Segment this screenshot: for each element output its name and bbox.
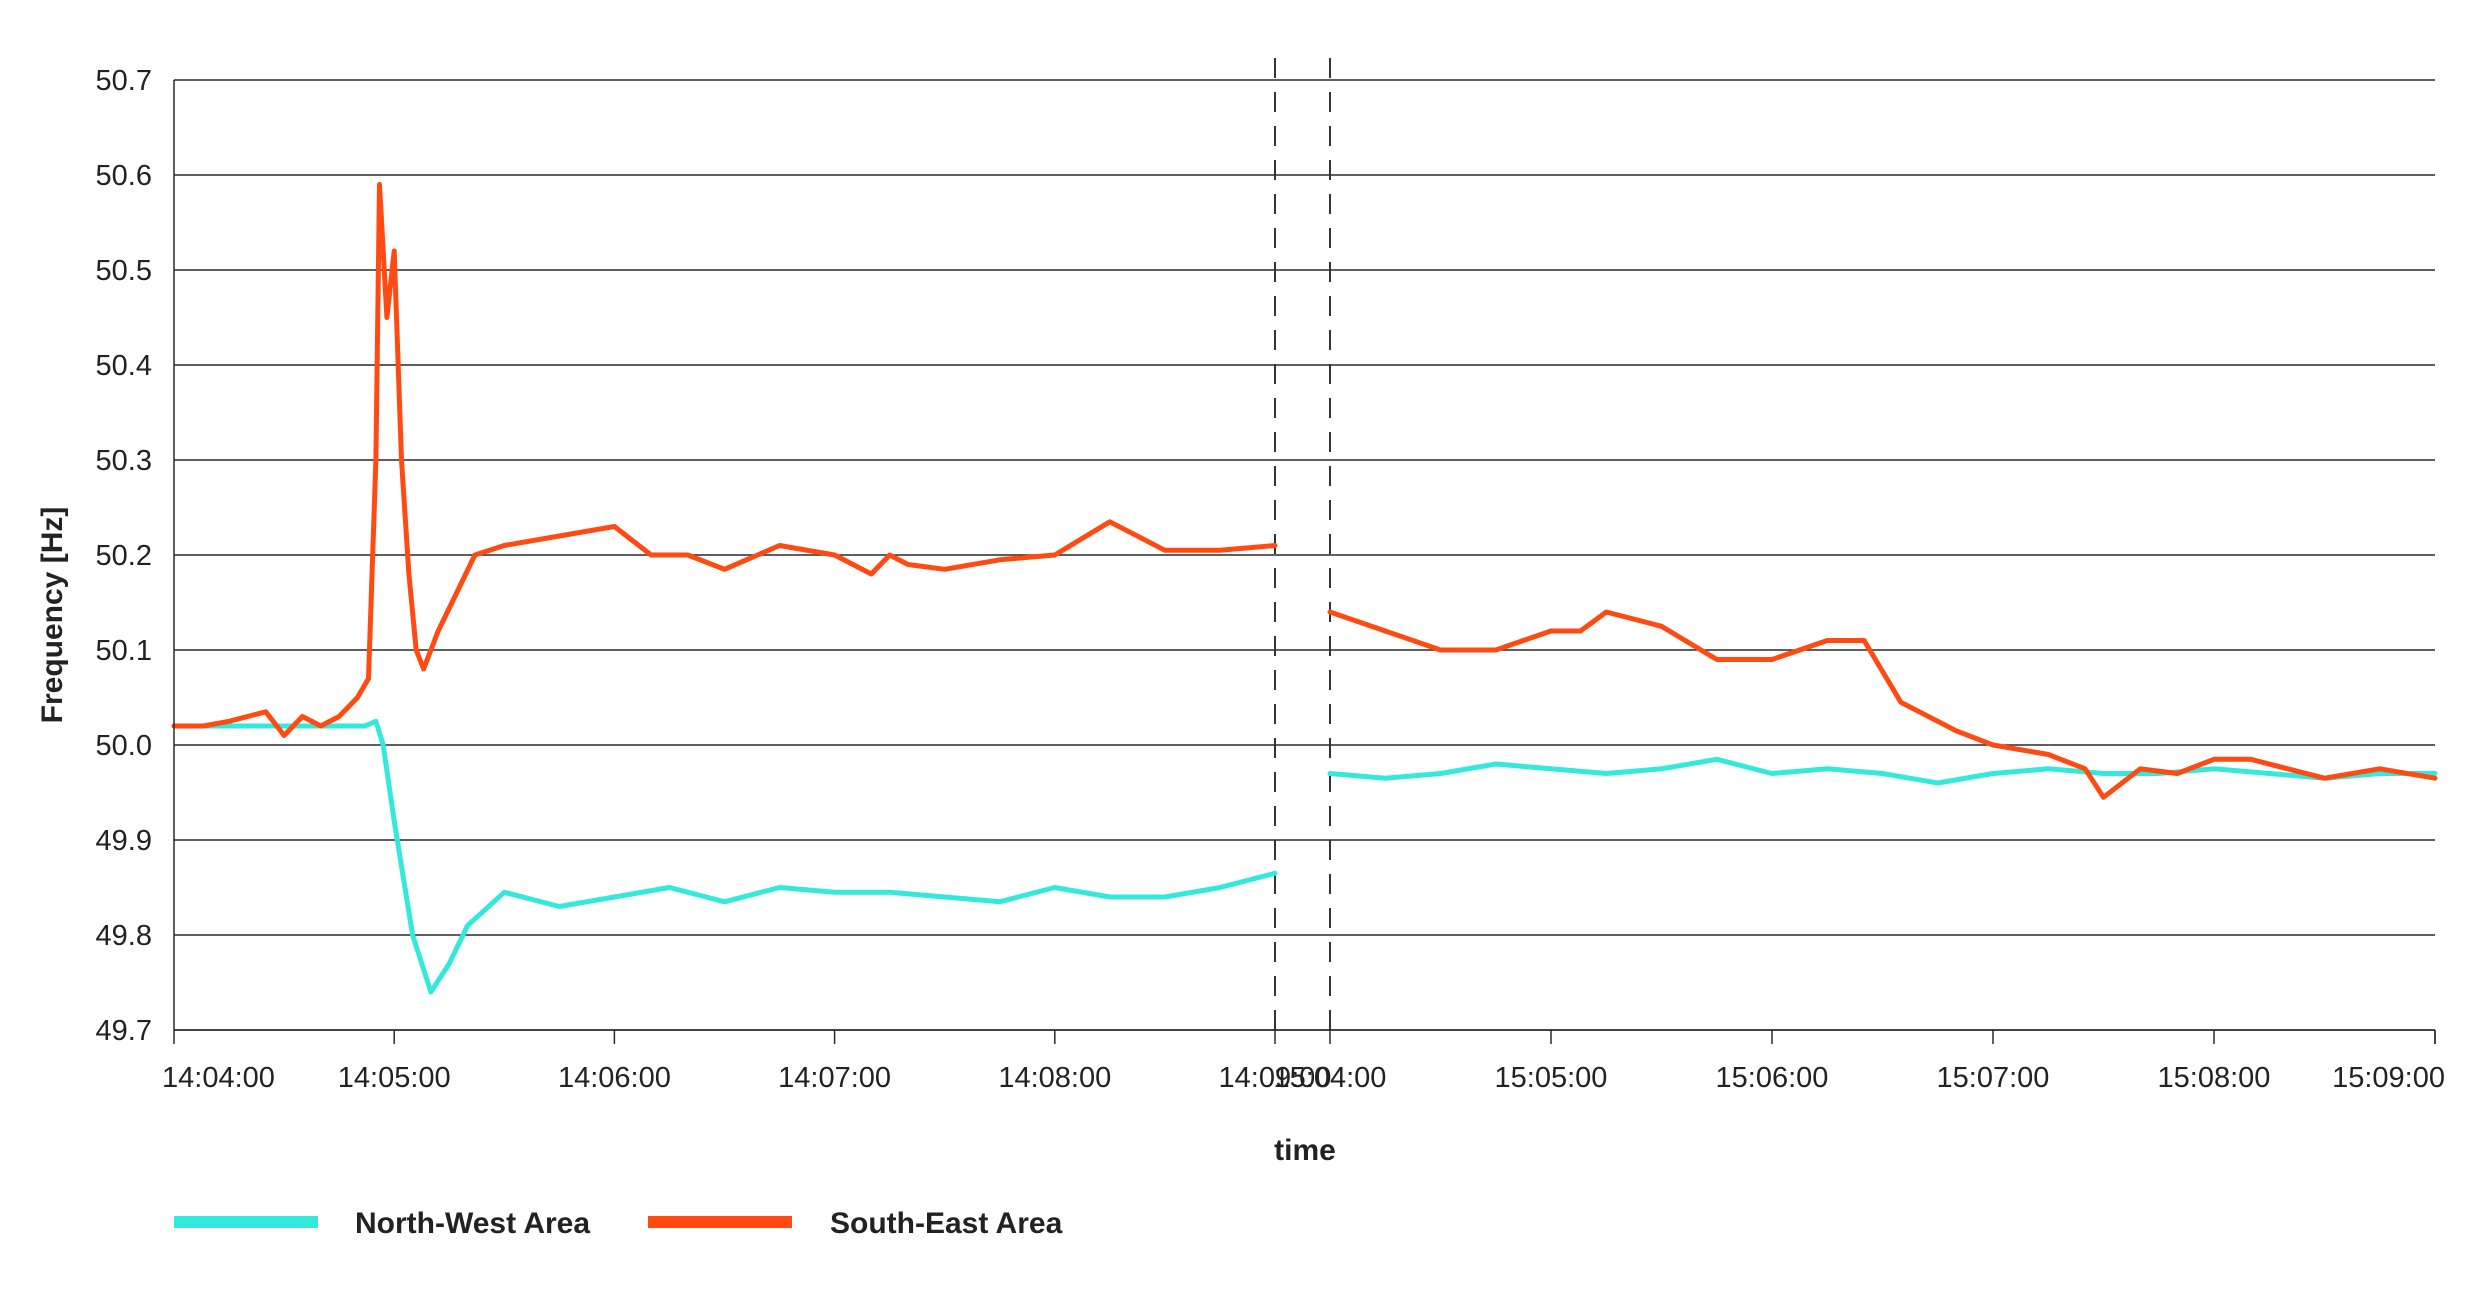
series-lines <box>171 182 2438 995</box>
x-tick-label: 14:09:00 <box>1219 1062 1332 1094</box>
legend-swatch-north-west <box>174 1216 318 1228</box>
legend-item-south-east: South-East Area <box>648 1207 1063 1240</box>
y-tick-label: 50.0 <box>96 730 152 762</box>
x-tick-label: 14:07:00 <box>778 1062 891 1094</box>
legend: North-West Area South-East Area <box>174 1207 1063 1240</box>
x-tick-label: 14:05:00 <box>338 1062 451 1094</box>
legend-label-south-east: South-East Area <box>830 1207 1063 1240</box>
y-tick-label: 50.4 <box>96 350 152 382</box>
y-tick-label: 50.3 <box>96 445 152 477</box>
x-tick-label: 15:05:00 <box>1495 1062 1608 1094</box>
grid-lines <box>174 79 2435 1031</box>
north-west-series-line <box>1327 756 2438 786</box>
y-tick-label: 49.8 <box>96 920 152 952</box>
x-tick-label: 15:08:00 <box>2158 1062 2271 1094</box>
x-axis-label: time <box>1274 1134 1336 1167</box>
y-tick-labels: 50.7 50.6 50.5 50.4 50.3 50.2 50.1 50.0 49.9 49.8… <box>96 65 152 1047</box>
x-tick-label: 15:06:00 <box>1716 1062 1829 1094</box>
y-tick-label: 50.5 <box>96 255 152 287</box>
axes <box>173 80 2436 1044</box>
y-tick-label: 50.2 <box>96 540 152 572</box>
y-tick-label: 50.1 <box>96 635 152 667</box>
y-tick-label: 49.9 <box>96 825 152 857</box>
y-axis-label: Frequency [Hz] <box>36 507 69 724</box>
north-west-series-line <box>171 718 1278 995</box>
x-tick-label: 15:07:00 <box>1937 1062 2050 1094</box>
y-tick-label: 50.6 <box>96 160 152 192</box>
legend-swatch-south-east <box>648 1216 792 1228</box>
x-tick-label: 15:04:00 <box>1274 1062 1387 1094</box>
y-tick-label: 49.7 <box>96 1015 152 1047</box>
y-tick-label: 50.7 <box>96 65 152 97</box>
south-east-series-line <box>171 182 1278 738</box>
south-east-series-line <box>1327 609 2438 800</box>
time-break-markers <box>1274 58 1331 1032</box>
legend-item-north-west: North-West Area <box>174 1207 590 1240</box>
x-tick-label: 14:08:00 <box>998 1062 1111 1094</box>
x-tick-label: 15:09:00 <box>2332 1062 2445 1094</box>
legend-label-north-west: North-West Area <box>355 1207 590 1240</box>
x-tick-label: 14:06:00 <box>558 1062 671 1094</box>
x-tick-label: 14:04:00 <box>162 1062 275 1094</box>
x-tick-labels: 14:04:00 14:05:00 14:06:00 14:07:00 14:08:00… <box>162 1062 2445 1094</box>
